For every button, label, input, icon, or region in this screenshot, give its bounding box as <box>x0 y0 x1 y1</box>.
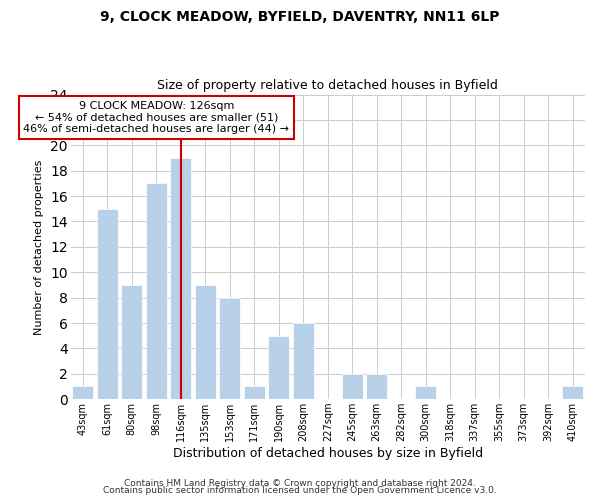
Bar <box>367 374 387 399</box>
Bar <box>562 386 583 399</box>
Bar <box>415 386 436 399</box>
Title: Size of property relative to detached houses in Byfield: Size of property relative to detached ho… <box>157 79 498 92</box>
Bar <box>220 298 240 399</box>
Bar <box>244 386 265 399</box>
Bar <box>342 374 362 399</box>
Bar <box>97 209 118 399</box>
Text: 9 CLOCK MEADOW: 126sqm
← 54% of detached houses are smaller (51)
46% of semi-det: 9 CLOCK MEADOW: 126sqm ← 54% of detached… <box>23 101 289 134</box>
Text: Contains public sector information licensed under the Open Government Licence v3: Contains public sector information licen… <box>103 486 497 495</box>
X-axis label: Distribution of detached houses by size in Byfield: Distribution of detached houses by size … <box>173 447 483 460</box>
Bar <box>121 285 142 399</box>
Y-axis label: Number of detached properties: Number of detached properties <box>34 159 44 334</box>
Bar <box>293 323 314 399</box>
Bar <box>170 158 191 399</box>
Text: Contains HM Land Registry data © Crown copyright and database right 2024.: Contains HM Land Registry data © Crown c… <box>124 478 476 488</box>
Bar <box>73 386 93 399</box>
Text: 9, CLOCK MEADOW, BYFIELD, DAVENTRY, NN11 6LP: 9, CLOCK MEADOW, BYFIELD, DAVENTRY, NN11… <box>100 10 500 24</box>
Bar <box>195 285 215 399</box>
Bar <box>146 184 167 399</box>
Bar <box>268 336 289 399</box>
